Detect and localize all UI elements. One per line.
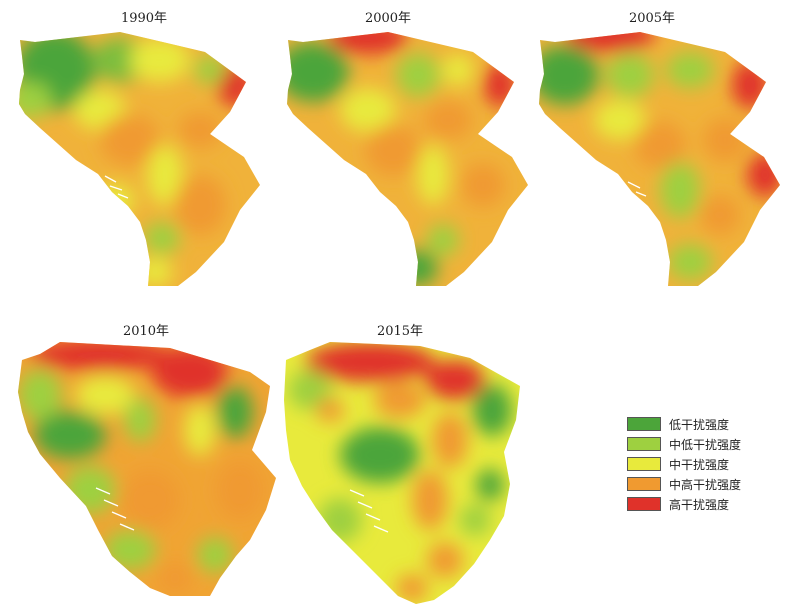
legend-swatch-low [627, 417, 661, 431]
legend-label: 中干扰强度 [669, 457, 730, 472]
map-2005 [539, 32, 780, 286]
legend-swatch-high [627, 497, 661, 511]
legend-swatch-medium-high [627, 477, 661, 491]
map-1990 [19, 32, 260, 286]
legend-label: 低干扰强度 [669, 417, 730, 432]
legend-item: 中高干扰强度 [627, 474, 741, 494]
legend-swatch-medium [627, 457, 661, 471]
panel-title-1990: 1990年 [120, 11, 168, 26]
legend-item: 中低干扰强度 [627, 434, 741, 454]
panel-title-2000: 2000年 [364, 11, 412, 26]
panel-title-2010: 2010年 [122, 324, 170, 339]
map-2015 [284, 342, 520, 604]
panel-title-2015: 2015年 [376, 324, 424, 339]
map-2010 [18, 342, 276, 596]
map-2000 [287, 32, 528, 286]
legend-label: 中高干扰强度 [669, 477, 742, 492]
legend-swatch-medium-low [627, 437, 661, 451]
legend-item: 低干扰强度 [627, 414, 741, 434]
panel-title-2005: 2005年 [628, 11, 676, 26]
legend-label: 中低干扰强度 [669, 437, 742, 452]
legend-label: 高干扰强度 [669, 497, 730, 512]
edge-cuts [95, 175, 647, 533]
legend-item: 中干扰强度 [627, 454, 741, 474]
legend-item: 高干扰强度 [627, 494, 741, 514]
legend: 低干扰强度 中低干扰强度 中干扰强度 中高干扰强度 高干扰强度 [627, 414, 741, 514]
